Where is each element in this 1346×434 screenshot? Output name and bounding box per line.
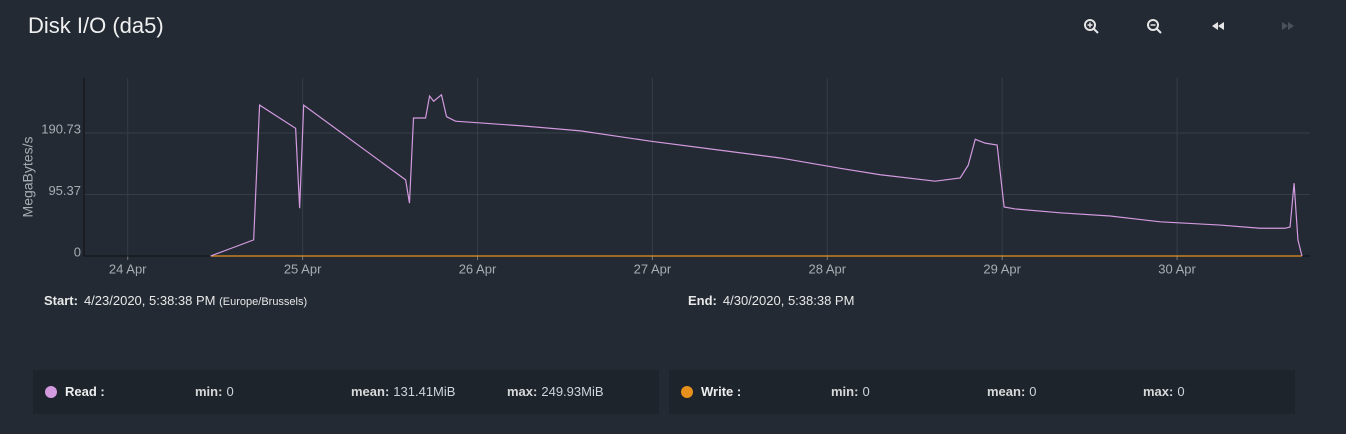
label: max: bbox=[1143, 384, 1174, 399]
timezone: (Europe/Brussels) bbox=[219, 296, 308, 308]
value: 0 bbox=[1177, 384, 1185, 399]
value: 0 bbox=[1029, 384, 1037, 399]
label: min: bbox=[831, 384, 859, 399]
y-tick-label: 190.73 bbox=[41, 121, 81, 136]
x-tick-label: 28 Apr bbox=[808, 261, 846, 276]
legend-min: min: 0 bbox=[195, 384, 234, 399]
legend-read[interactable]: Read : min: 0 mean: 131.41MiB max: 249.93Mi… bbox=[33, 370, 659, 414]
x-tick-label: 26 Apr bbox=[459, 261, 497, 276]
value: 131.41MiB bbox=[393, 384, 456, 399]
end-value: 4/30/2020, 5:38:38 PM bbox=[722, 293, 855, 308]
label: mean: bbox=[987, 384, 1026, 399]
series-line bbox=[210, 93, 1303, 257]
legend-swatch bbox=[45, 386, 57, 398]
label: min: bbox=[195, 384, 223, 399]
legend-name: Read : bbox=[65, 384, 105, 399]
y-axis-label: MegaBytes/s bbox=[20, 137, 36, 218]
value: 0 bbox=[862, 384, 870, 399]
y-tick-label: 0 bbox=[74, 244, 81, 259]
legend-mean: mean: 131.41MiB bbox=[351, 384, 455, 399]
legend-write[interactable]: Write : min: 0 mean: 0 max: 0 bbox=[669, 370, 1295, 414]
legend-name: Write : bbox=[701, 384, 742, 399]
x-tick-label: 29 Apr bbox=[983, 261, 1021, 276]
y-tick-label: 95.37 bbox=[48, 183, 81, 198]
label: max: bbox=[507, 384, 538, 399]
label: mean: bbox=[351, 384, 390, 399]
legend-mean: mean: 0 bbox=[987, 384, 1037, 399]
x-tick-label: 30 Apr bbox=[1158, 261, 1196, 276]
x-tick-label: 25 Apr bbox=[284, 261, 322, 276]
forward-button[interactable] bbox=[1282, 22, 1294, 30]
value: 0 bbox=[226, 384, 234, 399]
value: 249.93MiB bbox=[541, 384, 604, 399]
end-range: End: 4/30/2020, 5:38:38 PM bbox=[688, 293, 854, 308]
legend-max: max: 249.93MiB bbox=[507, 384, 604, 399]
start-range: Start: 4/23/2020, 5:38:38 PM (Europe/Brus… bbox=[44, 293, 307, 308]
chart: 0 95.37 190.73 24 Apr 25 Apr 26 Apr 27 Apr 28 A… bbox=[20, 78, 1310, 276]
start-label: Start: bbox=[44, 293, 78, 308]
legend-swatch bbox=[681, 386, 693, 398]
legend-min: min: 0 bbox=[831, 384, 870, 399]
back-button[interactable] bbox=[1212, 22, 1224, 30]
legend-max: max: 0 bbox=[1143, 384, 1185, 399]
x-tick-label: 24 Apr bbox=[109, 261, 147, 276]
end-label: End: bbox=[688, 293, 717, 308]
zoom-out-button[interactable] bbox=[1147, 19, 1162, 34]
toolbar bbox=[1084, 19, 1294, 34]
chart-title: Disk I/O (da5) bbox=[28, 13, 164, 38]
x-tick-label: 27 Apr bbox=[634, 261, 672, 276]
zoom-in-button[interactable] bbox=[1084, 19, 1099, 34]
start-value: 4/23/2020, 5:38:38 PM bbox=[83, 293, 216, 308]
